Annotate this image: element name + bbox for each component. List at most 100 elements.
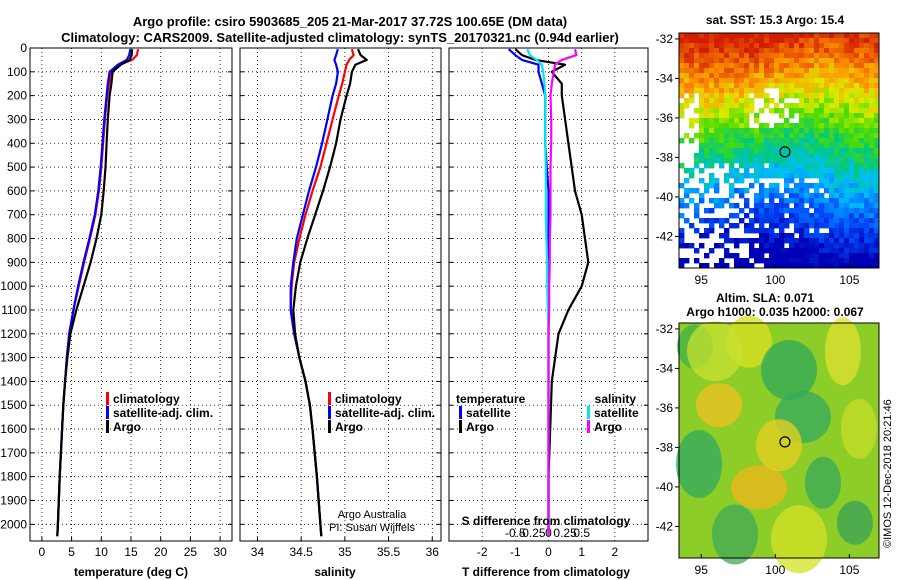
sst-cell bbox=[764, 228, 770, 234]
sst-cell bbox=[824, 168, 830, 174]
sst-cell bbox=[709, 173, 715, 179]
sst-cell bbox=[869, 158, 875, 164]
sst-cell bbox=[764, 123, 770, 129]
sst-cell bbox=[799, 38, 805, 44]
sst-cell bbox=[734, 173, 740, 179]
sst-cell bbox=[839, 243, 845, 249]
sst-cell bbox=[859, 138, 865, 144]
sst-cell bbox=[724, 103, 730, 109]
sst-cell bbox=[699, 88, 705, 94]
sst-cell bbox=[734, 138, 740, 144]
sst-cell bbox=[774, 208, 780, 214]
sst-cell bbox=[744, 43, 750, 49]
sst-cell bbox=[699, 73, 705, 79]
sst-cell bbox=[834, 178, 840, 184]
sst-cell bbox=[724, 98, 730, 104]
sst-cell bbox=[704, 128, 710, 134]
sst-cell bbox=[854, 43, 860, 49]
title-line-2: Climatology: CARS2009. Satellite-adjuste… bbox=[61, 30, 619, 45]
sst-cell bbox=[799, 63, 805, 69]
sst-cell bbox=[874, 133, 880, 139]
sst-cell bbox=[829, 243, 835, 249]
sst-cell bbox=[854, 128, 860, 134]
sst-cell bbox=[759, 158, 765, 164]
sst-cell bbox=[724, 78, 730, 84]
sst-cell bbox=[864, 113, 870, 119]
sst-cell bbox=[844, 103, 850, 109]
sst-cell bbox=[754, 58, 760, 64]
sst-cell bbox=[759, 138, 765, 144]
sst-cell bbox=[784, 48, 790, 54]
sst-cell bbox=[679, 113, 685, 119]
sst-cell bbox=[839, 233, 845, 239]
sst-cell bbox=[844, 88, 850, 94]
sst-cell bbox=[839, 88, 845, 94]
sst-cell bbox=[824, 123, 830, 129]
depth-tick-label: 600 bbox=[7, 184, 27, 198]
sst-cell bbox=[779, 218, 785, 224]
sst-cell bbox=[849, 103, 855, 109]
sst-cell bbox=[714, 38, 720, 44]
sst-cell bbox=[809, 63, 815, 69]
sst-cell bbox=[809, 173, 815, 179]
sst-cell bbox=[799, 128, 805, 134]
sst-cell bbox=[864, 173, 870, 179]
sst-cell bbox=[834, 248, 840, 254]
sst-cell bbox=[829, 118, 835, 124]
sst-cell bbox=[779, 108, 785, 114]
sst-cell bbox=[779, 228, 785, 234]
sst-cell bbox=[684, 68, 690, 74]
sst-cell bbox=[804, 263, 810, 269]
sst-cell bbox=[789, 48, 795, 54]
sst-cell bbox=[739, 108, 745, 114]
sst-cell bbox=[799, 133, 805, 139]
sst-cell bbox=[874, 148, 880, 154]
sst-cell bbox=[849, 158, 855, 164]
sst-cell bbox=[694, 228, 700, 234]
sst-cell bbox=[759, 223, 765, 229]
sst-cell bbox=[694, 48, 700, 54]
sst-cell bbox=[744, 48, 750, 54]
sst-cell bbox=[789, 123, 795, 129]
sst-cell bbox=[859, 168, 865, 174]
title-line-1: Argo profile: csiro 5903685_205 21-Mar-2… bbox=[133, 14, 567, 29]
sst-cell bbox=[824, 108, 830, 114]
sst-cell bbox=[809, 83, 815, 89]
sst-cell bbox=[714, 33, 720, 39]
sst-cell bbox=[834, 198, 840, 204]
sst-cell bbox=[699, 58, 705, 64]
depth-tick-label: 200 bbox=[7, 89, 27, 103]
sst-cell bbox=[864, 203, 870, 209]
sst-cell bbox=[679, 78, 685, 84]
sst-cell bbox=[754, 138, 760, 144]
sst-cell bbox=[834, 143, 840, 149]
sst-cell bbox=[744, 238, 750, 244]
sst-cell bbox=[794, 143, 800, 149]
sst-cell bbox=[809, 183, 815, 189]
sst-cell bbox=[784, 78, 790, 84]
sst-cell bbox=[679, 38, 685, 44]
y-tick-label: -42 bbox=[656, 519, 674, 533]
sst-cell bbox=[784, 223, 790, 229]
sst-cell bbox=[824, 88, 830, 94]
sst-cell bbox=[819, 218, 825, 224]
x-tick-label: 30 bbox=[213, 545, 227, 559]
sst-cell bbox=[719, 233, 725, 239]
legend-label-argo: Argo bbox=[335, 420, 363, 434]
sst-cell bbox=[804, 168, 810, 174]
sst-cell bbox=[714, 128, 720, 134]
sst-cell bbox=[684, 133, 690, 139]
sst-cell bbox=[834, 138, 840, 144]
sst-cell bbox=[769, 153, 775, 159]
sst-cell bbox=[759, 213, 765, 219]
sst-cell bbox=[724, 218, 730, 224]
sst-cell bbox=[684, 178, 690, 184]
sst-cell bbox=[699, 103, 705, 109]
sst-cell bbox=[779, 243, 785, 249]
sst-cell bbox=[709, 83, 715, 89]
sst-cell bbox=[744, 143, 750, 149]
sst-cell bbox=[709, 43, 715, 49]
sst-cell bbox=[829, 248, 835, 254]
sst-cell bbox=[789, 58, 795, 64]
sst-cell bbox=[744, 88, 750, 94]
